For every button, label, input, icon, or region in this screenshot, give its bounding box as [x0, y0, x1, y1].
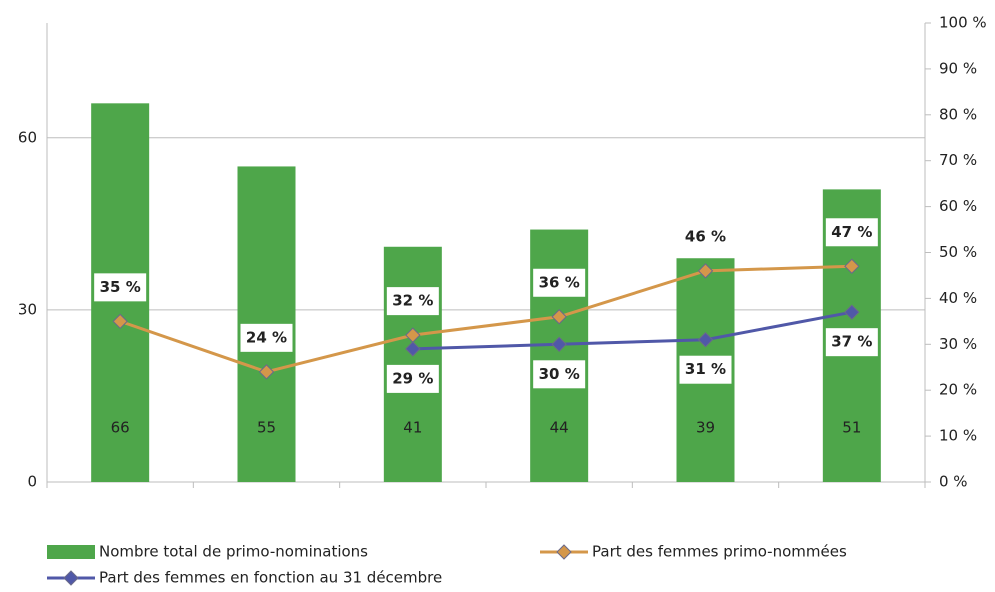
data-label: 35 % [100, 278, 141, 296]
y2-tick-label: 70 % [939, 151, 977, 169]
y-tick-label: 0 [27, 473, 37, 491]
marker [258, 364, 275, 380]
legend-label: Nombre total de primo-nominations [99, 543, 368, 561]
legend-label: Part des femmes en fonction au 31 décemb… [99, 569, 442, 587]
data-label: 30 % [539, 365, 580, 383]
marker [405, 341, 421, 357]
bar-value-label: 39 [696, 419, 715, 437]
data-label: 36 % [539, 273, 580, 291]
line [119, 264, 852, 374]
label-box [533, 268, 586, 297]
y-tick-label: 30 [18, 300, 37, 318]
label-box [679, 355, 732, 384]
y2-tick-label: 50 % [939, 243, 977, 261]
label-box [240, 323, 293, 352]
y2-tick-label: 80 % [939, 105, 977, 123]
data-label: 46 % [685, 227, 726, 245]
bar-value-label: 51 [842, 419, 861, 437]
y2-tick-label: 30 % [939, 335, 977, 353]
data-label: 31 % [685, 360, 726, 378]
y2-tick-label: 40 % [939, 289, 977, 307]
marker [697, 332, 714, 348]
legend-label: Part des femmes primo-nommées [592, 543, 847, 561]
legend-marker [63, 570, 79, 586]
marker [112, 313, 128, 330]
label-box [386, 364, 439, 393]
y2-tick-label: 90 % [939, 59, 977, 77]
data-label: 32 % [392, 292, 433, 310]
y2-tick-label: 20 % [939, 381, 977, 399]
marker [551, 336, 567, 353]
y2-tick-label: 60 % [939, 197, 977, 215]
data-label: 29 % [392, 369, 433, 387]
label-box [94, 273, 147, 302]
y2-tick-label: 10 % [939, 427, 977, 445]
data-label: 37 % [831, 333, 872, 351]
label-box [825, 328, 878, 357]
bar [383, 246, 442, 482]
y2-tick-label: 100 % [939, 14, 987, 32]
y-tick-label: 60 [18, 128, 37, 146]
marker [697, 263, 714, 279]
label-box [533, 360, 586, 389]
y2-tick-label: 0 % [939, 473, 968, 491]
data-label: 24 % [246, 328, 287, 346]
line [412, 310, 853, 351]
label-box [386, 287, 439, 316]
marker [844, 304, 860, 320]
legend-swatch [47, 545, 95, 559]
marker [551, 309, 567, 325]
bar-value-label: 44 [550, 419, 569, 437]
label-box [825, 218, 878, 247]
bar-value-label: 66 [111, 419, 130, 437]
bar-value-label: 55 [257, 419, 276, 437]
bar-value-label: 41 [403, 419, 422, 437]
legend-marker [556, 544, 572, 560]
marker [844, 258, 860, 274]
bar [530, 229, 589, 482]
data-label: 47 % [831, 223, 872, 241]
label-box [679, 222, 732, 251]
